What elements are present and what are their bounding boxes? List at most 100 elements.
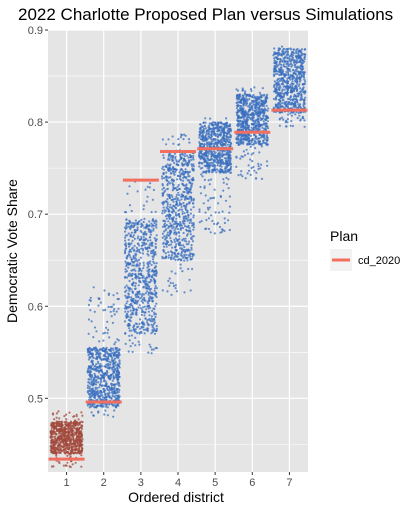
simulation-point [133, 222, 136, 225]
simulation-point [199, 142, 202, 145]
simulation-point [105, 373, 108, 376]
simulation-point [182, 244, 185, 247]
simulation-point [126, 300, 129, 303]
simulation-point [147, 305, 150, 308]
simulation-point [183, 159, 187, 162]
simulation-point [134, 219, 137, 222]
simulation-point [228, 132, 231, 135]
simulation-point [105, 396, 108, 399]
simulation-point [153, 274, 156, 277]
simulation-point [239, 126, 242, 129]
simulation-point [169, 163, 172, 166]
simulation-point [144, 311, 147, 314]
simulation-point [124, 236, 127, 239]
simulation-point [210, 143, 213, 146]
simulation-point [145, 232, 148, 235]
simulation-point [148, 262, 151, 265]
simulation-point [172, 257, 175, 260]
simulation-point [124, 342, 127, 345]
simulation-point [127, 293, 130, 296]
simulation-point [57, 432, 61, 435]
simulation-point [95, 363, 98, 366]
simulation-point [88, 403, 91, 406]
simulation-point [224, 169, 227, 172]
simulation-point [227, 136, 230, 139]
simulation-point [101, 394, 104, 397]
simulation-point [207, 217, 210, 220]
simulation-point [135, 277, 138, 280]
simulation-point [50, 427, 53, 430]
simulation-point [131, 239, 134, 242]
simulation-point [144, 328, 147, 331]
simulation-point [276, 52, 279, 55]
simulation-point [151, 268, 154, 271]
simulation-point [261, 87, 264, 90]
simulation-point [184, 207, 187, 210]
simulation-point [93, 326, 97, 329]
simulation-point [90, 378, 93, 381]
simulation-point [116, 292, 119, 295]
simulation-point [154, 285, 157, 288]
simulation-point [138, 250, 141, 253]
simulation-point [241, 87, 244, 90]
simulation-point [258, 108, 261, 111]
simulation-point [146, 247, 149, 250]
simulation-point [208, 183, 211, 186]
simulation-point [185, 186, 188, 189]
simulation-point [107, 292, 111, 295]
simulation-point [292, 82, 295, 86]
simulation-point [224, 166, 227, 169]
simulation-point [220, 138, 223, 141]
simulation-point [191, 156, 195, 159]
simulation-point [112, 310, 115, 313]
simulation-point [150, 250, 153, 253]
simulation-point [210, 145, 213, 148]
simulation-point [283, 75, 286, 78]
simulation-point [66, 454, 69, 457]
simulation-point [167, 169, 170, 172]
simulation-point [187, 159, 190, 162]
simulation-point [205, 218, 208, 222]
simulation-point [192, 216, 195, 219]
simulation-point [219, 121, 222, 124]
simulation-point [274, 73, 277, 76]
simulation-point [150, 263, 153, 266]
simulation-point [192, 224, 195, 227]
simulation-point [264, 137, 267, 140]
simulation-point [94, 386, 97, 389]
simulation-point [163, 223, 166, 227]
simulation-point [88, 378, 91, 381]
simulation-point [62, 433, 65, 436]
simulation-point [222, 149, 225, 152]
simulation-point [265, 95, 268, 98]
simulation-point [58, 425, 61, 428]
x-axis-title: Ordered district [128, 489, 224, 505]
simulation-point [137, 295, 140, 299]
simulation-point [190, 164, 194, 167]
simulation-point [250, 89, 253, 93]
simulation-point [99, 301, 102, 304]
simulation-point [95, 369, 98, 372]
simulation-point [303, 55, 306, 59]
simulation-point [261, 140, 265, 143]
simulation-point [162, 203, 165, 206]
simulation-point [164, 220, 167, 223]
simulation-point [266, 93, 269, 96]
simulation-point [207, 135, 210, 138]
simulation-points-district-4 [161, 133, 196, 296]
simulation-point [205, 152, 208, 155]
simulation-point [113, 392, 116, 395]
simulation-point [291, 86, 294, 89]
simulation-point [153, 332, 157, 335]
simulation-point [155, 291, 158, 294]
simulation-point [250, 141, 253, 144]
simulation-point [216, 128, 219, 131]
simulation-point [143, 217, 146, 220]
simulation-point [142, 220, 145, 224]
y-tick-label: 0.7 [28, 209, 43, 221]
simulation-point [273, 47, 276, 50]
simulation-point [252, 93, 255, 97]
simulation-point [170, 224, 173, 227]
simulation-point [303, 100, 306, 103]
simulation-point [117, 307, 120, 310]
